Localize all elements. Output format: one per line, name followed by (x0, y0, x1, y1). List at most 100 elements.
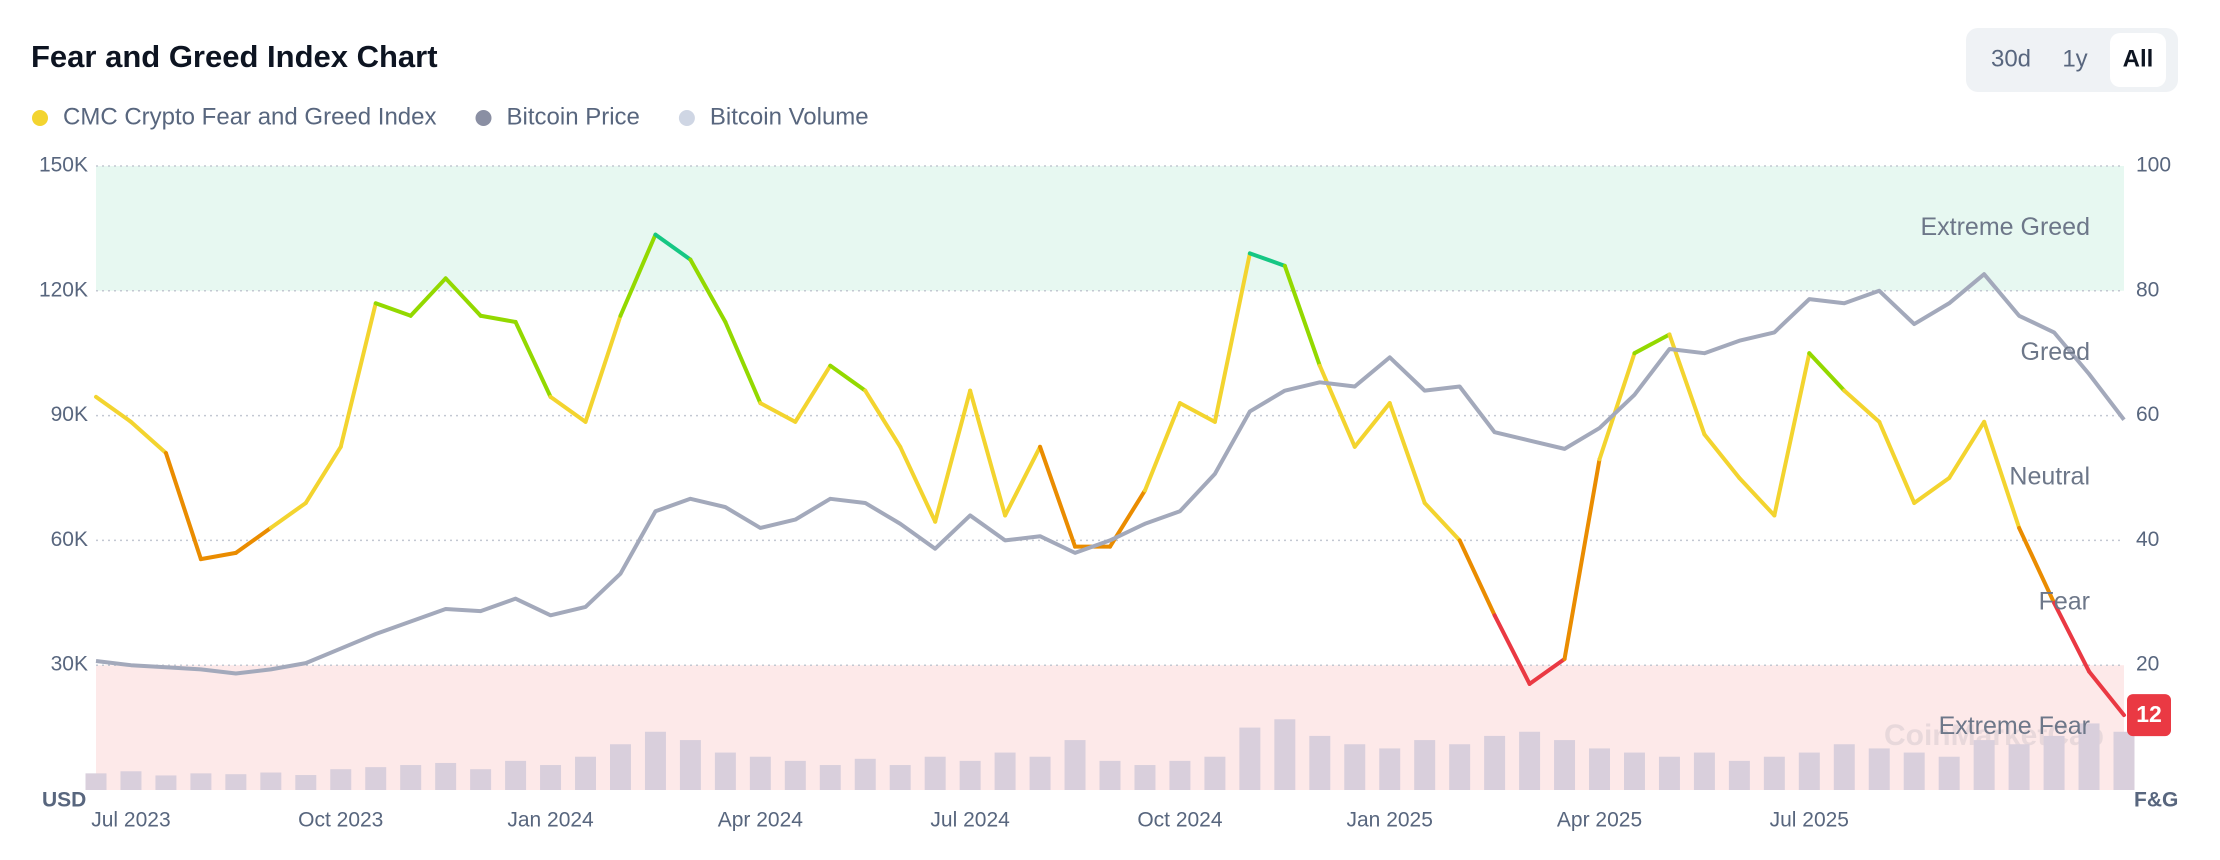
volume-bar (1344, 744, 1366, 790)
y-tick-label: 90K (51, 403, 88, 426)
volume-bar (1833, 744, 1855, 790)
y-tick-label: 150K (39, 154, 88, 177)
index-segment (1457, 538, 1497, 618)
volume-bar (889, 765, 911, 790)
volume-bar (225, 774, 247, 790)
range-button[interactable]: 30d (1991, 45, 2031, 72)
volume-bar (1798, 752, 1820, 790)
volume-bar (644, 731, 666, 790)
legend-dot (475, 110, 492, 126)
index-segment (94, 394, 133, 424)
index-segment (828, 363, 868, 393)
price-line (95, 272, 2126, 676)
current-badge (2127, 694, 2171, 737)
index-segment (1562, 457, 1602, 661)
x-tick-label: Jul 2024 (930, 809, 1010, 832)
index-segment (233, 525, 273, 555)
volume-bar (1589, 748, 1611, 790)
x-tick-label: Jul 2025 (1770, 809, 1849, 832)
y2-tick-label: 60 (2136, 403, 2159, 426)
index-segment (513, 320, 553, 399)
x-tick-label: Apr 2025 (1557, 809, 1642, 832)
volume-bar (1134, 765, 1156, 790)
index-segment (1842, 388, 1882, 424)
index-segment (1142, 401, 1182, 493)
index-segment (1632, 332, 1672, 356)
index-segment (898, 444, 938, 524)
volume-bar (330, 769, 352, 790)
zone-label: Extreme Greed (1920, 213, 2090, 241)
index-segment (1212, 251, 1252, 424)
volume-bar (1449, 744, 1471, 790)
y-axis-label: USD (42, 789, 86, 812)
volume-bar (679, 740, 701, 790)
volume-bar (505, 760, 527, 790)
zone-band (96, 166, 2124, 291)
zone-label: Greed (2021, 338, 2090, 366)
volume-bar (1064, 740, 1086, 790)
volume-bar (854, 758, 876, 790)
index-segment (1282, 263, 1322, 368)
range-button-bg[interactable] (2110, 33, 2166, 87)
range-button[interactable]: 1y (2062, 45, 2087, 72)
zone-label: Extreme Fear (1939, 712, 2090, 740)
volume-bar (994, 752, 1016, 790)
index-segment (1737, 476, 1777, 518)
volume-bar (1903, 752, 1925, 790)
volume-bar (819, 765, 841, 790)
y2-axis-label: F&G (2134, 789, 2178, 812)
volume-bar (1099, 760, 1121, 790)
volume-bar (400, 765, 422, 790)
index-segment (968, 388, 1008, 518)
index-segment (2052, 600, 2092, 674)
volume-bar (1973, 740, 1995, 790)
volume-bar (2043, 735, 2065, 790)
index-segment (128, 419, 168, 456)
volume-bar (714, 752, 736, 790)
legend-dot (32, 110, 48, 126)
index-segment (1352, 401, 1392, 449)
volume-bar (1868, 748, 1890, 790)
volume-bar (1414, 740, 1436, 790)
volume-bar (2008, 744, 2030, 790)
volume-bar (609, 744, 631, 790)
index-segment (1877, 419, 1917, 505)
index-segment (1003, 444, 1043, 518)
index-segment (478, 313, 518, 324)
volume-bar (749, 756, 771, 790)
legend-label: Bitcoin Price (507, 103, 640, 130)
volume-bar (295, 775, 317, 790)
legend-label: CMC Crypto Fear and Greed Index (63, 103, 437, 130)
index-segment (653, 232, 693, 262)
index-segment (1387, 401, 1427, 505)
index-segment (758, 401, 798, 424)
x-tick-label: Oct 2024 (1137, 809, 1223, 832)
volume-bar (784, 760, 806, 790)
legend-label: Bitcoin Volume (710, 103, 869, 130)
volume-bar (1169, 760, 1191, 790)
legend-dot (678, 110, 695, 126)
index-segment (303, 444, 343, 505)
index-segment (1492, 613, 1532, 686)
index-segment (688, 257, 728, 324)
volume-bar (1379, 748, 1401, 790)
range-button[interactable]: All (2123, 45, 2154, 72)
index-segment (163, 451, 203, 562)
index-segment (548, 394, 588, 424)
index-segment (1527, 656, 1567, 686)
index-segment (268, 500, 308, 530)
index-segment (618, 232, 658, 318)
index-segment (2017, 525, 2057, 605)
volume-bar (1309, 735, 1331, 790)
x-tick-label: Oct 2023 (298, 809, 383, 832)
current-value: 12 (2136, 701, 2162, 727)
volume-bar (959, 760, 981, 790)
x-tick-label: Apr 2024 (718, 809, 804, 832)
volume-bar (1484, 735, 1506, 790)
index-segment (338, 301, 378, 449)
volume-bar (120, 771, 142, 790)
y2-tick-label: 100 (2136, 154, 2171, 177)
volume-bar (1763, 756, 1785, 790)
volume-bar (2078, 723, 2100, 790)
